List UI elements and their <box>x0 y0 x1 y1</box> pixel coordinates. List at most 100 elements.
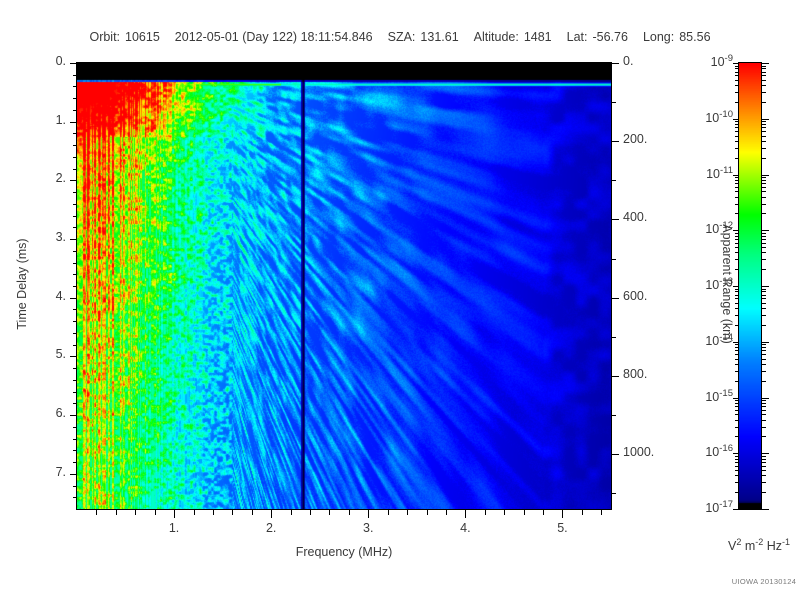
colorbar-tick-minor <box>762 203 766 205</box>
x-tick-major-2 <box>271 510 273 518</box>
y2-tick-label-400: 400. <box>623 210 648 225</box>
colorbar-tick-minor <box>762 291 766 293</box>
colorbar-tick-minor <box>735 308 739 310</box>
y-tick-label-7: 7. <box>55 464 66 479</box>
x-tick-minor <box>193 510 195 515</box>
colorbar-label--15: 10-15 <box>705 387 733 404</box>
unit-m: m <box>741 539 756 554</box>
x-tick-minor <box>115 510 117 515</box>
colorbar-tick-minor <box>735 232 739 234</box>
x-tick-minor <box>96 510 98 515</box>
colorbar-tick-minor <box>762 455 766 457</box>
unit-m-exp: -2 <box>755 537 764 547</box>
colorbar-label--11: 10-11 <box>706 164 733 181</box>
y-tick-major-0 <box>70 63 77 64</box>
colorbar-tick--12 <box>733 230 739 232</box>
colorbar-tick-minor <box>735 294 739 296</box>
colorbar-tick-minor <box>762 315 766 317</box>
colorbar-tick-minor <box>762 409 766 411</box>
y-tick-minor <box>73 192 77 194</box>
colorbar-tick-minor <box>762 347 766 349</box>
colorbar-tick--9 <box>733 63 739 64</box>
y2-tick-major-1000 <box>612 454 619 456</box>
lat-value: -56.76 <box>592 30 628 44</box>
colorbar-tick-minor <box>735 409 739 411</box>
colorbar-tick--14 <box>733 341 739 343</box>
colorbar-tick-minor <box>735 242 739 244</box>
x-tick-major-4 <box>465 510 467 518</box>
y-tick-minor <box>73 485 77 487</box>
unit-hz: Hz <box>763 539 782 554</box>
colorbar-tick-minor <box>762 238 766 240</box>
x-tick-minor <box>601 510 603 515</box>
x-tick-minor <box>426 510 428 515</box>
colorbar-tick-minor <box>735 259 739 261</box>
colorbar-tick-right--12 <box>762 230 769 232</box>
colorbar-tick-minor <box>735 288 739 290</box>
y-tick-minor <box>73 156 77 158</box>
y-tick-label-3: 3. <box>55 230 66 245</box>
y2-tick-label-800: 800. <box>623 366 648 381</box>
y-tick-minor <box>73 145 77 147</box>
x-tick-label-5: 5. <box>557 521 568 535</box>
colorbar-tick-minor <box>762 324 766 326</box>
colorbar-tick-minor <box>762 213 766 215</box>
colorbar-tick-minor <box>762 191 766 193</box>
colorbar-tick-minor <box>735 71 739 73</box>
y-tick-minor <box>73 74 77 76</box>
y-tick-minor <box>73 344 77 346</box>
colorbar-tick-minor <box>762 232 766 234</box>
altitude-value: 1481 <box>523 30 552 44</box>
colorbar-tick-minor <box>735 238 739 240</box>
colorbar-tick-minor <box>735 75 739 77</box>
y2-tick-minor <box>612 493 616 495</box>
y2-tick-label-200: 200. <box>623 132 648 147</box>
colorbar-tick-minor <box>735 247 739 249</box>
y-tick-minor <box>73 403 77 405</box>
x-tick-minor <box>523 510 525 515</box>
colorbar-label--17: 10-17 <box>705 499 733 516</box>
colorbar-tick--16 <box>733 453 739 455</box>
x-tick-major-1 <box>174 510 176 518</box>
colorbar-tick--15 <box>733 397 739 399</box>
colorbar-tick-minor <box>762 127 766 129</box>
x-tick-label-2: 2. <box>265 521 277 535</box>
y2-tick-minor <box>612 415 616 417</box>
colorbar-tick-minor <box>735 235 739 237</box>
colorbar-tick-minor <box>735 140 739 142</box>
colorbar-tick-minor <box>735 380 739 382</box>
y2-tick-label-0: 0. <box>623 54 634 68</box>
colorbar-tick-minor <box>735 179 739 181</box>
colorbar-tick-minor <box>735 92 739 94</box>
x-tick-label-4: 4. <box>460 521 471 535</box>
colorbar-tick--11 <box>733 174 739 176</box>
colorbar-tick-minor <box>735 196 739 198</box>
colorbar-tick-minor <box>762 380 766 382</box>
y-tick-minor <box>73 203 77 205</box>
colorbar-tick-right--14 <box>762 341 769 343</box>
colorbar-tick-minor <box>762 75 766 77</box>
x-tick-minor <box>232 510 234 515</box>
y2-tick-major-800 <box>612 375 619 377</box>
colorbar-tick-minor <box>762 426 766 428</box>
x-tick-major-5 <box>562 510 564 518</box>
y-tick-minor <box>73 309 77 311</box>
colorbar-tick-minor <box>762 414 766 416</box>
colorbar-tick-minor <box>762 350 766 352</box>
colorbar-tick-minor <box>735 65 739 67</box>
colorbar-tick-minor <box>762 259 766 261</box>
x-axis-title: Frequency (MHz) <box>295 545 393 559</box>
y2-tick-major-0 <box>612 63 619 64</box>
colorbar-tick-minor <box>762 124 766 126</box>
colorbar-tick-minor <box>762 147 766 149</box>
colorbar-tick-minor <box>735 121 739 123</box>
x-tick-minor <box>445 510 447 515</box>
x-tick-label-1: 1. <box>168 521 180 535</box>
y-tick-minor <box>73 497 77 499</box>
y-tick-label-1: 1. <box>55 112 66 127</box>
colorbar-tick-minor <box>735 131 739 133</box>
x-tick-minor <box>484 510 486 515</box>
watermark: UIOWA 20130124 <box>731 577 797 586</box>
colorbar-tick-minor <box>735 291 739 293</box>
colorbar-tick-minor <box>762 492 766 494</box>
